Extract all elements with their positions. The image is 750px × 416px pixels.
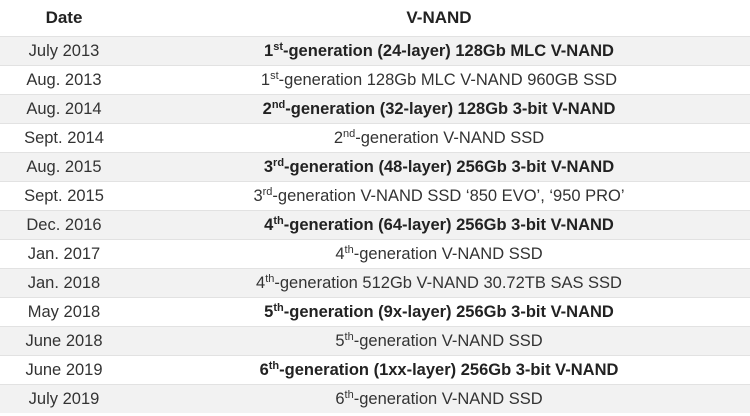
table-row: Jan. 2017 4th-generation V-NAND SSD	[0, 239, 750, 269]
table-row: Jan. 2018 4th-generation 512Gb V-NAND 30.…	[0, 268, 750, 298]
date-column-header: Date	[0, 0, 128, 37]
ordinal-suffix: st	[270, 69, 279, 82]
vnand-cell: 6th-generation (1xx-layer) 256Gb 3-bit V…	[128, 355, 750, 385]
date-cell: Sept. 2015	[0, 181, 128, 211]
generation-number: 4	[335, 244, 345, 263]
description: -generation V-NAND SSD	[353, 389, 543, 408]
description: -generation (32-layer) 128Gb 3-bit V-NAN…	[285, 99, 616, 118]
description: -generation (1xx-layer) 256Gb 3-bit V-NA…	[279, 360, 619, 379]
date-cell: Sept. 2014	[0, 123, 128, 153]
vnand-cell: 5th-generation V-NAND SSD	[128, 326, 750, 356]
vnand-cell: 4th-generation (64-layer) 256Gb 3-bit V-…	[128, 210, 750, 240]
vnand-cell: 4th-generation V-NAND SSD	[128, 239, 750, 269]
generation-number: 3	[263, 157, 274, 176]
ordinal-suffix: nd	[343, 127, 356, 140]
table-body: July 2013 1st-generation (24-layer) 128Gb…	[0, 36, 750, 413]
vnand-cell: 6th-generation V-NAND SSD	[128, 384, 750, 413]
description: -generation (9x-layer) 256Gb 3-bit V-NAN…	[283, 302, 614, 321]
ordinal-suffix: rd	[262, 185, 273, 198]
ordinal-suffix: th	[273, 301, 284, 314]
ordinal-suffix: rd	[273, 156, 285, 169]
description: -generation (48-layer) 256Gb 3-bit V-NAN…	[284, 157, 615, 176]
date-cell: Aug. 2015	[0, 152, 128, 182]
date-cell: Aug. 2014	[0, 94, 128, 124]
date-cell: Jan. 2017	[0, 239, 128, 269]
date-cell: June 2019	[0, 355, 128, 385]
generation-number: 1	[264, 41, 274, 60]
table-row: July 2013 1st-generation (24-layer) 128Gb…	[0, 36, 750, 66]
ordinal-suffix: th	[268, 359, 280, 372]
vnand-cell: 1st-generation 128Gb MLC V-NAND 960GB SS…	[128, 65, 750, 95]
description: -generation (24-layer) 128Gb MLC V-NAND	[282, 41, 614, 60]
generation-number: 2	[333, 128, 343, 147]
generation-number: 3	[253, 186, 263, 205]
generation-number: 6	[335, 389, 345, 408]
ordinal-suffix: nd	[271, 98, 286, 111]
description: -generation V-NAND SSD	[355, 128, 545, 147]
vnand-cell: 3rd-generation (48-layer) 256Gb 3-bit V-…	[128, 152, 750, 182]
table-row: June 2018 5th-generation V-NAND SSD	[0, 326, 750, 356]
table-row: Dec. 2016 4th-generation (64-layer) 256Gb…	[0, 210, 750, 240]
table-row: Sept. 2014 2nd-generation V-NAND SSD	[0, 123, 750, 153]
table-row: Aug. 2013 1st-generation 128Gb MLC V-NAND…	[0, 65, 750, 95]
generation-number: 5	[264, 302, 274, 321]
description: -generation V-NAND SSD	[353, 331, 543, 350]
table-row: July 2019 6th-generation V-NAND SSD	[0, 384, 750, 413]
vnand-cell: 2nd-generation V-NAND SSD	[128, 123, 750, 153]
header-row: Date V-NAND	[0, 0, 750, 37]
table-row: Aug. 2014 2nd-generation (32-layer) 128Gb…	[0, 94, 750, 124]
table-row: Sept. 2015 3rd-generation V-NAND SSD ‘850…	[0, 181, 750, 211]
vnand-cell: 4th-generation 512Gb V-NAND 30.72TB SAS …	[128, 268, 750, 298]
generation-number: 2	[262, 99, 272, 118]
generation-number: 6	[259, 360, 269, 379]
date-cell: June 2018	[0, 326, 128, 356]
ordinal-suffix: th	[344, 388, 354, 401]
ordinal-suffix: th	[273, 214, 284, 227]
generation-number: 4	[264, 215, 274, 234]
description: -generation 512Gb V-NAND 30.72TB SAS SSD	[274, 273, 622, 292]
date-cell: July 2019	[0, 384, 128, 413]
vnand-cell: 3rd-generation V-NAND SSD ‘850 EVO’, ‘95…	[128, 181, 750, 211]
description: -generation V-NAND SSD	[353, 244, 543, 263]
vnand-cell: 2nd-generation (32-layer) 128Gb 3-bit V-…	[128, 94, 750, 124]
generation-number: 4	[256, 273, 266, 292]
ordinal-suffix: th	[344, 330, 354, 343]
description: -generation 128Gb MLC V-NAND 960GB SSD	[278, 70, 618, 89]
ordinal-suffix: st	[273, 40, 283, 53]
table-row: May 2018 5th-generation (9x-layer) 256Gb …	[0, 297, 750, 327]
date-cell: July 2013	[0, 36, 128, 66]
date-cell: Aug. 2013	[0, 65, 128, 95]
ordinal-suffix: th	[344, 243, 354, 256]
ordinal-suffix: th	[265, 272, 275, 285]
vnand-cell: 5th-generation (9x-layer) 256Gb 3-bit V-…	[128, 297, 750, 327]
vnand-column-header: V-NAND	[128, 0, 750, 37]
generation-number: 1	[260, 70, 271, 89]
date-cell: Dec. 2016	[0, 210, 128, 240]
table-row: June 2019 6th-generation (1xx-layer) 256G…	[0, 355, 750, 385]
date-cell: May 2018	[0, 297, 128, 327]
description: -generation V-NAND SSD ‘850 EVO’, ‘950 P…	[272, 186, 625, 205]
vnand-cell: 1st-generation (24-layer) 128Gb MLC V-NA…	[128, 36, 750, 66]
generation-number: 5	[335, 331, 345, 350]
table-row: Aug. 2015 3rd-generation (48-layer) 256Gb…	[0, 152, 750, 182]
date-cell: Jan. 2018	[0, 268, 128, 298]
description: -generation (64-layer) 256Gb 3-bit V-NAN…	[283, 215, 614, 234]
